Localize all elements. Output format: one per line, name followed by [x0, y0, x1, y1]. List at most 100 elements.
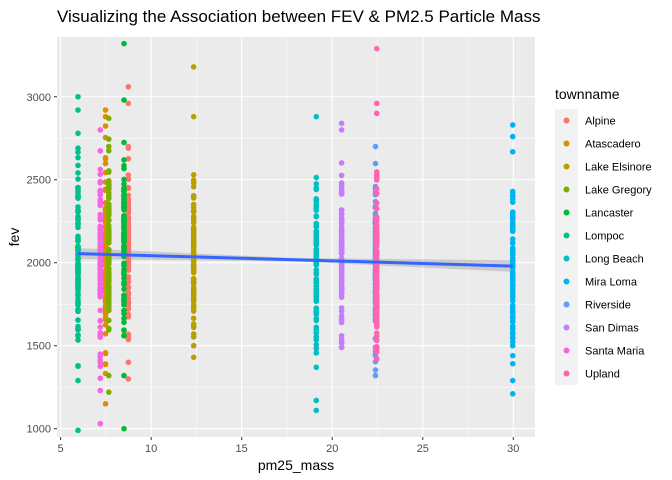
data-point: [105, 147, 112, 154]
data-point: [338, 314, 345, 320]
data-point: [102, 160, 109, 167]
data-point: [373, 174, 380, 180]
legend-swatch: [563, 209, 570, 216]
data-point: [125, 312, 132, 319]
data-point: [190, 290, 197, 296]
y-axis-title: fev: [6, 228, 22, 247]
data-point: [75, 145, 81, 152]
data-point: [338, 241, 345, 248]
data-point: [338, 340, 345, 346]
data-point: [97, 166, 104, 173]
legend: townname Alpine Atascadero Lake Elsinore La…: [555, 86, 652, 385]
legend-swatch: [563, 255, 570, 262]
data-point: [102, 154, 109, 161]
legend-swatch: [563, 370, 570, 377]
data-point: [313, 213, 320, 220]
data-point: [97, 127, 104, 133]
data-point: [97, 324, 104, 330]
legend-label: Lake Gregory: [585, 185, 652, 197]
data-point: [190, 342, 197, 349]
legend-label: Mira Loma: [585, 277, 638, 289]
data-point: [105, 210, 112, 217]
legend-label: Upland: [585, 369, 620, 381]
data-point: [121, 97, 127, 103]
data-point: [125, 284, 132, 290]
data-point: [97, 353, 104, 360]
data-point: [105, 299, 112, 305]
y-tick-label: 1500: [27, 341, 51, 353]
data-point: [125, 176, 132, 183]
legend-label: Lompoc: [585, 231, 625, 243]
data-point: [509, 213, 516, 220]
x-tick-label: 10: [145, 443, 157, 455]
data-point: [121, 222, 127, 229]
data-point: [121, 319, 127, 326]
data-point: [75, 260, 81, 266]
data-point: [313, 113, 320, 120]
legend-label: Santa Maria: [585, 346, 645, 358]
data-point: [190, 268, 197, 274]
data-point: [97, 359, 104, 366]
data-point: [97, 229, 104, 236]
data-point: [509, 148, 516, 155]
data-point: [105, 201, 112, 208]
data-point: [338, 182, 345, 189]
data-point: [313, 341, 320, 348]
data-point: [97, 276, 104, 283]
data-point: [121, 40, 127, 47]
data-point: [509, 360, 516, 367]
legend-label: Atascadero: [585, 139, 641, 151]
data-point: [75, 208, 81, 215]
data-point: [373, 200, 380, 206]
plot-panel: [57, 37, 535, 437]
data-point: [125, 303, 132, 310]
data-point: [509, 122, 516, 128]
data-point: [373, 299, 380, 306]
data-point: [509, 225, 516, 232]
data-point: [97, 196, 104, 203]
data-point: [338, 228, 345, 234]
data-point: [509, 293, 516, 300]
data-point: [338, 215, 345, 221]
data-point: [75, 299, 81, 305]
data-point: [75, 317, 81, 323]
data-point: [338, 286, 345, 293]
y-tick-label: 2000: [27, 258, 51, 270]
data-point: [313, 407, 320, 414]
data-point: [105, 246, 112, 253]
data-point: [509, 219, 516, 226]
data-point: [75, 246, 81, 253]
data-point: [125, 184, 132, 191]
data-point: [75, 326, 81, 333]
chart-title: Visualizing the Association between FEV …: [57, 7, 540, 26]
data-point: [125, 143, 132, 150]
data-point: [125, 221, 132, 228]
data-point: [373, 110, 380, 117]
data-point: [373, 283, 380, 290]
data-point: [97, 420, 104, 427]
data-point: [313, 260, 320, 267]
data-point: [121, 299, 127, 305]
data-point: [190, 227, 197, 233]
data-point: [338, 207, 345, 213]
legend-label: Long Beach: [585, 254, 644, 266]
x-tick-label: 20: [326, 443, 338, 455]
data-point: [373, 223, 380, 230]
data-point: [97, 307, 104, 314]
data-point: [75, 275, 81, 282]
data-point: [373, 322, 380, 329]
data-point: [75, 149, 81, 155]
data-point: [313, 248, 320, 254]
data-point: [313, 223, 320, 230]
data-point: [190, 315, 197, 322]
data-point: [97, 267, 104, 274]
data-point: [373, 205, 380, 212]
data-point: [190, 298, 197, 305]
data-point: [125, 359, 132, 366]
data-point: [75, 107, 81, 113]
legend-swatch: [563, 140, 570, 147]
data-point: [373, 273, 380, 280]
data-point: [121, 139, 127, 146]
data-point: [121, 226, 127, 233]
data-point: [313, 345, 320, 352]
